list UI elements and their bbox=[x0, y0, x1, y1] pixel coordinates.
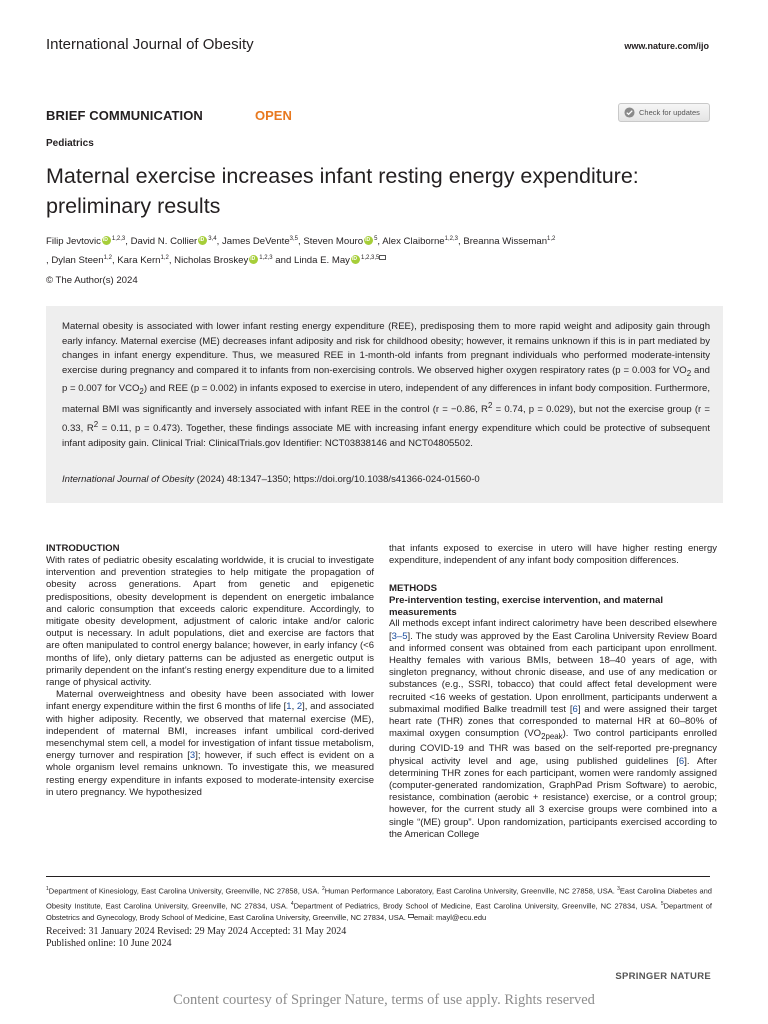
affiliation-sup: 1,2 bbox=[547, 236, 556, 242]
author-name[interactable]: Filip Jevtovic bbox=[46, 236, 101, 248]
journal-name: International Journal of Obesity bbox=[46, 36, 254, 53]
email-icon bbox=[407, 914, 414, 919]
citation-journal: International Journal of Obesity bbox=[62, 474, 195, 485]
citation-line: International Journal of Obesity (2024) … bbox=[62, 474, 710, 485]
affiliation-sup: 1,2 bbox=[160, 255, 169, 262]
published-online: Published online: 10 June 2024 bbox=[46, 937, 172, 949]
affiliation-sup: 5 bbox=[374, 236, 378, 242]
right-column: that infants exposed to exercise in uter… bbox=[389, 543, 717, 841]
article-type-row: BRIEF COMMUNICATION OPEN Check for updat… bbox=[46, 103, 710, 126]
orcid-icon[interactable] bbox=[198, 236, 208, 246]
intro-continuation: that infants exposed to exercise in uter… bbox=[389, 543, 717, 567]
left-column: INTRODUCTION With rates of pediatric obe… bbox=[46, 543, 374, 799]
methods-paragraph: All methods except infant indirect calor… bbox=[389, 618, 717, 840]
check-updates-label: Check for updates bbox=[639, 108, 700, 117]
reference-link[interactable]: 6 bbox=[572, 703, 578, 715]
orcid-icon[interactable] bbox=[249, 255, 259, 265]
affiliations-footnote: 1Department of Kinesiology, East Carolin… bbox=[46, 886, 712, 923]
orcid-icon[interactable] bbox=[101, 236, 111, 246]
author-name[interactable]: , Steven Mouro bbox=[298, 236, 364, 248]
publisher-logo: SPRINGER NATURE bbox=[615, 971, 711, 982]
reference-link[interactable]: 3–5 bbox=[391, 630, 408, 642]
intro-paragraph: With rates of pediatric obesity escalati… bbox=[46, 555, 374, 689]
affiliation-sup: 3,5 bbox=[289, 236, 299, 242]
reference-link[interactable]: 6 bbox=[678, 755, 685, 767]
affiliation-sup: 1,2,3,5 bbox=[360, 255, 380, 262]
introduction-heading: INTRODUCTION bbox=[46, 543, 120, 554]
orcid-icon[interactable] bbox=[364, 236, 374, 246]
article-dates: Received: 31 January 2024 Revised: 29 Ma… bbox=[46, 926, 346, 949]
orcid-icon[interactable] bbox=[350, 255, 360, 265]
author-name[interactable]: , Kara Kern bbox=[111, 255, 161, 267]
affiliation-sup: 3,4 bbox=[208, 236, 217, 242]
methods-heading: METHODS bbox=[389, 583, 437, 595]
check-updates-icon bbox=[624, 107, 635, 118]
corresponding-email[interactable]: email: mayl@ecu.edu bbox=[413, 913, 487, 923]
open-access-badge: OPEN bbox=[255, 108, 292, 123]
affiliation-sup: 1,2 bbox=[103, 255, 112, 262]
affiliation-sup: 1,2,3 bbox=[259, 255, 273, 262]
citation-details[interactable]: (2024) 48:1347–1350; https://doi.org/10.… bbox=[194, 474, 480, 485]
courtesy-watermark: Content courtesy of Springer Nature, ter… bbox=[173, 992, 595, 1008]
author-name[interactable]: , Alex Claiborne bbox=[377, 236, 445, 248]
article-type: BRIEF COMMUNICATION bbox=[46, 108, 203, 123]
author-name[interactable]: , Breanna Wisseman bbox=[457, 236, 548, 248]
author-name[interactable]: , James DeVente bbox=[216, 236, 290, 248]
methods-subheading: Pre-intervention testing, exercise inter… bbox=[389, 595, 664, 618]
reference-link[interactable]: 2 bbox=[296, 701, 303, 713]
journal-url[interactable]: www.nature.com/ijo bbox=[624, 41, 709, 51]
author-list: Filip Jevtovic1,2,3, David N. Collier3,4… bbox=[46, 231, 726, 269]
author-name[interactable]: , Nicholas Broskey bbox=[168, 255, 249, 267]
affiliation-sup: 1,2,3 bbox=[111, 236, 126, 242]
check-for-updates-button[interactable]: Check for updates bbox=[618, 103, 710, 122]
subject-section: Pediatrics bbox=[46, 138, 94, 149]
copyright-notice: © The Author(s) 2024 bbox=[46, 275, 138, 286]
author-name[interactable]: , David N. Collier bbox=[125, 236, 198, 248]
author-name[interactable]: and Linda E. May bbox=[272, 255, 350, 267]
author-name[interactable]: , Dylan Steen bbox=[46, 255, 104, 267]
article-title: Maternal exercise increases infant resti… bbox=[46, 164, 639, 218]
email-icon[interactable] bbox=[379, 255, 387, 261]
intro-paragraph: Maternal overweightness and obesity have… bbox=[46, 689, 374, 798]
reference-link[interactable]: 1 bbox=[286, 701, 292, 713]
abstract-text: Maternal obesity is associated with lowe… bbox=[62, 321, 710, 449]
received-revised-accepted: Received: 31 January 2024 Revised: 29 Ma… bbox=[46, 926, 347, 937]
footnote-divider bbox=[46, 876, 710, 877]
abstract-box: Maternal obesity is associated with lowe… bbox=[46, 306, 723, 503]
reference-link[interactable]: 3 bbox=[189, 750, 196, 762]
affiliation-sup: 1,2,3 bbox=[444, 236, 458, 242]
